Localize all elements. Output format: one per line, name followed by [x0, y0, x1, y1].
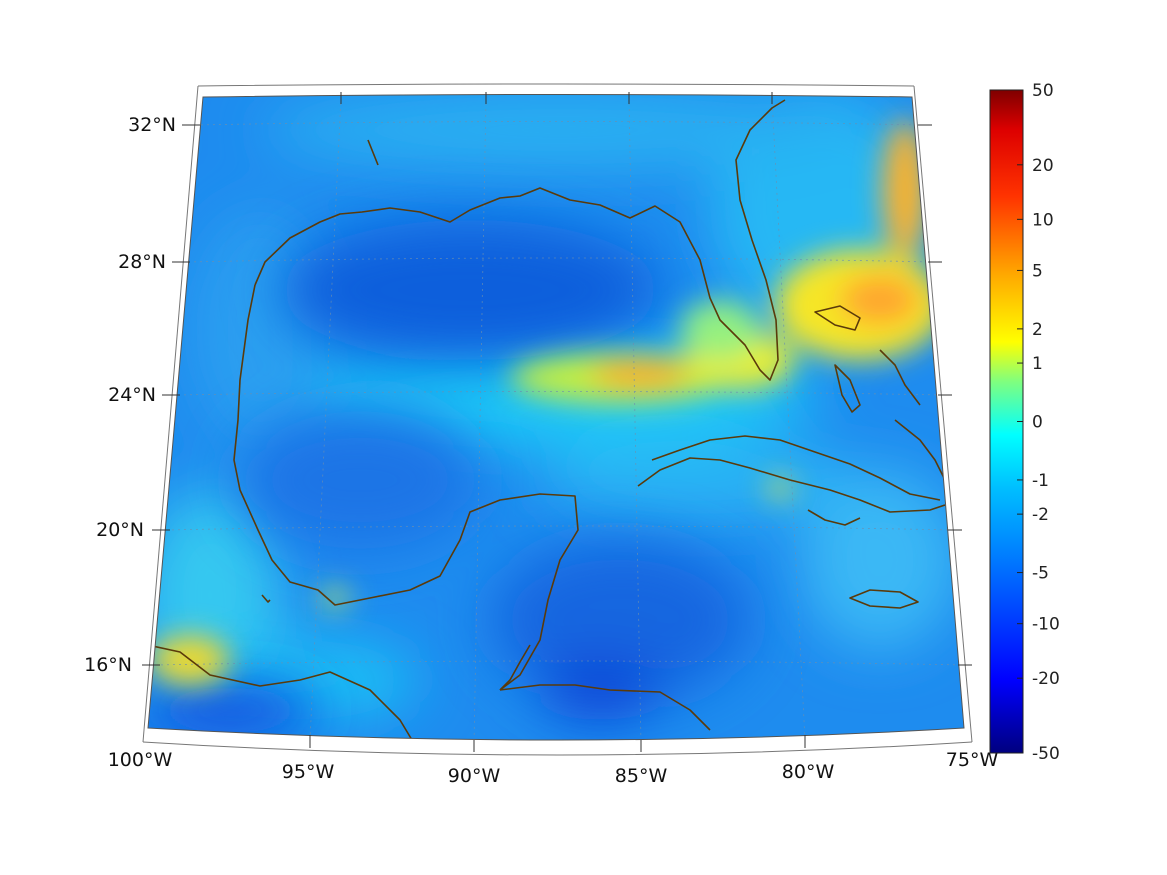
lon-label-95: 95°W — [282, 761, 335, 783]
colorbar-tick-label: 0 — [1032, 413, 1043, 433]
colorbar-tick-label: -2 — [1032, 505, 1049, 525]
colorbar-tick-label: 1 — [1032, 354, 1043, 374]
lat-label-16: 16°N — [84, 654, 132, 676]
lat-label-28: 28°N — [118, 251, 166, 273]
coastlines — [148, 99, 946, 740]
colorbar-tick-label: 50 — [1032, 81, 1054, 101]
lon-label-100: 100°W — [108, 749, 173, 771]
colorbar-tick-label: -20 — [1032, 669, 1060, 689]
colorbar-tick-label: 5 — [1032, 261, 1043, 281]
lon-label-80: 80°W — [782, 761, 835, 783]
lat-label-20: 20°N — [96, 519, 144, 541]
colorbar-tick-label: 2 — [1032, 320, 1043, 340]
lon-label-85: 85°W — [615, 765, 668, 787]
colorbar-tick-label: -10 — [1032, 615, 1060, 635]
frame-ticks — [142, 92, 972, 752]
colorbar-tick-label: -5 — [1032, 564, 1049, 584]
latitude-labels: 32°N 28°N 24°N 20°N 16°N — [84, 114, 176, 676]
colorbar-tick-label: 20 — [1032, 156, 1054, 176]
longitude-labels: 100°W 95°W 90°W 85°W 80°W 75°W — [108, 749, 999, 787]
lat-label-24: 24°N — [108, 384, 156, 406]
lon-label-75: 75°W — [946, 749, 999, 771]
lon-label-90: 90°W — [448, 765, 501, 787]
colorbar-tick-label: 10 — [1032, 210, 1054, 230]
map-frame — [147, 94, 965, 741]
colorbar-tick-label: -1 — [1032, 471, 1049, 491]
data-field — [148, 94, 964, 740]
lat-label-32: 32°N — [128, 114, 176, 136]
colorbar-tick-label: -50 — [1032, 744, 1060, 764]
